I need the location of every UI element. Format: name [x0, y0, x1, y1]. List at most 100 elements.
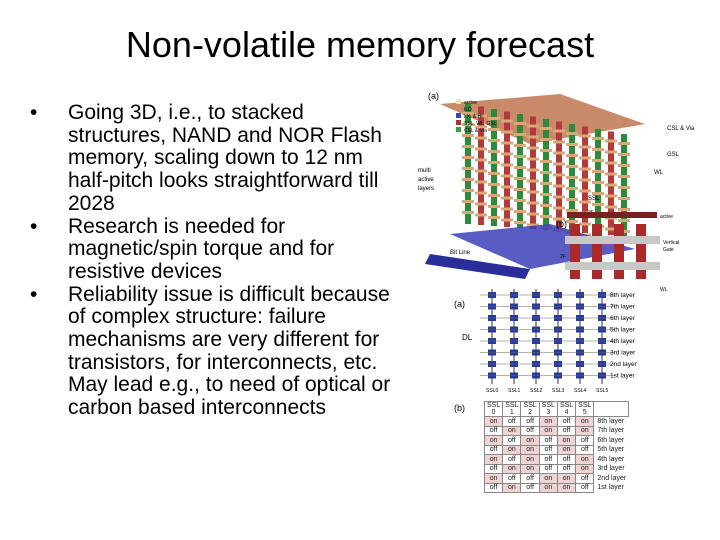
ssl-label: SSL	[588, 196, 600, 202]
bullet-item: • Going 3D, i.e., to stacked structures, …	[26, 101, 396, 216]
active-label: active	[660, 214, 673, 220]
cross-section-illustration	[565, 212, 660, 279]
layer-label: 7th layer	[610, 304, 636, 311]
vertical-gate-label: Gate	[663, 247, 674, 253]
legend-label: active	[464, 100, 477, 106]
wl-label: WL	[660, 287, 668, 293]
column-header: SSL 3	[538, 401, 558, 417]
f2-label: 2F	[560, 254, 566, 260]
table-cell: on	[520, 444, 540, 455]
table-cell: off	[575, 482, 595, 493]
layer-label: 8th layer	[610, 292, 636, 299]
table-cell: off	[520, 473, 540, 484]
bullet-list: • Going 3D, i.e., to stacked structures, …	[26, 101, 396, 420]
table-cell: on	[502, 425, 522, 436]
table-cell: off	[575, 435, 595, 446]
layer-label: 1st layer	[593, 483, 629, 493]
table-cell: off	[520, 482, 540, 493]
table-row: on off on off on off 6th layer	[483, 435, 629, 446]
circuit-illustration	[480, 289, 615, 384]
table-cell: off	[520, 416, 540, 427]
multi-active-label: layers	[418, 186, 434, 192]
ssl-label: SSL0	[486, 388, 498, 394]
table-cell: off	[556, 463, 577, 474]
stacked-structure-illustration	[425, 94, 645, 279]
ssl-label: SSL5	[596, 388, 608, 394]
table-cell: off	[575, 473, 595, 484]
table-cell: on	[483, 435, 504, 446]
table-row: on off off on on off 2nd layer	[483, 473, 629, 484]
table-cell: off	[538, 435, 558, 446]
table-cell: on	[502, 463, 522, 474]
column-header	[593, 401, 629, 417]
column-header: SSL 0	[483, 401, 504, 417]
table-row: off on on off off on 3rd layer	[483, 463, 629, 474]
table-row: on off on off off on 4th layer	[483, 454, 629, 465]
bullet-item: • Reliability issue is difficult because …	[26, 282, 396, 420]
bullet-dot: •	[30, 282, 38, 306]
ssl-label: SSL1	[508, 388, 520, 394]
layer-label: 1st layer	[610, 373, 635, 380]
table-row: on off off on off on 8th layer	[483, 416, 629, 427]
table-cell: on	[502, 444, 522, 455]
table-cell: off	[575, 444, 595, 455]
layer-label: 4th layer	[610, 338, 636, 345]
layer-label: 8th layer	[593, 416, 629, 426]
table-cell: off	[502, 454, 522, 465]
table-cell: off	[502, 473, 522, 484]
table-cell: off	[502, 416, 522, 427]
bit-line-label: Bit Line	[450, 250, 471, 256]
table-cell: off	[520, 425, 540, 436]
table-cell: on	[556, 435, 577, 446]
table-cell: off	[556, 454, 577, 465]
table-row: off on off on off on 7th layer	[483, 425, 629, 436]
bullet-text: Going 3D, i.e., to stacked structures, N…	[68, 101, 382, 215]
legend-label: SSL, WL, GSL	[464, 121, 497, 127]
table-cell: on	[538, 482, 558, 493]
multi-active-label: multi	[418, 168, 431, 174]
table-row: off on on off on off 5th layer	[483, 444, 629, 455]
table-cell: on	[502, 482, 522, 493]
table-cell: on	[538, 425, 558, 436]
multi-active-label: active	[418, 177, 434, 183]
layer-label: 4th layer	[593, 454, 629, 464]
table-cell: off	[483, 425, 504, 436]
table-cell: on	[575, 454, 595, 465]
column-header: SSL 5	[575, 401, 595, 417]
table-header-row: SSL 0 SSL 1 SSL 2 SSL 3 SSL 4 SSL 5	[483, 401, 629, 417]
column-header: SSL 1	[502, 401, 522, 417]
table-cell: on	[556, 444, 577, 455]
gsl-label: GSL	[667, 152, 680, 158]
column-header: SSL 4	[556, 401, 577, 417]
table-cell: off	[538, 444, 558, 455]
layer-label: 5th layer	[610, 327, 636, 334]
table-cell: off	[483, 444, 504, 455]
bullet-dot: •	[30, 101, 38, 124]
table-cell: off	[502, 435, 522, 446]
table-cell: off	[556, 425, 577, 436]
column-header: SSL 2	[520, 401, 540, 417]
table-cell: on	[538, 473, 558, 484]
wl-label: WL	[654, 170, 664, 176]
layer-label: 3rd layer	[593, 464, 629, 474]
table-cell: off	[538, 454, 558, 465]
table-cell: on	[520, 435, 540, 446]
panel-label: (a)	[454, 299, 465, 309]
vertical-gate-label: Vertical	[663, 240, 679, 246]
layer-label: 6th layer	[610, 315, 636, 322]
legend-label: I.X. & HI	[464, 114, 483, 120]
ssl-label: SSL2	[530, 388, 542, 394]
table-row: off on off on on off 1st layer	[483, 482, 629, 493]
layer-label: 3rd layer	[610, 350, 636, 357]
nand-3d-figure: active ILD I.X. & HI SSL, WL, GSL CSL & …	[418, 91, 695, 413]
bullet-text: Reliability issue is difficult because o…	[68, 282, 391, 420]
panel-label: (a)	[428, 91, 439, 101]
table-cell: on	[520, 454, 540, 465]
table-cell: on	[520, 463, 540, 474]
table-cell: on	[483, 454, 504, 465]
table-cell: off	[556, 416, 577, 427]
table-cell: on	[575, 416, 595, 427]
panel-label: (b)	[454, 403, 465, 413]
layer-label: 2nd layer	[610, 361, 638, 368]
table-cell: off	[483, 482, 504, 493]
